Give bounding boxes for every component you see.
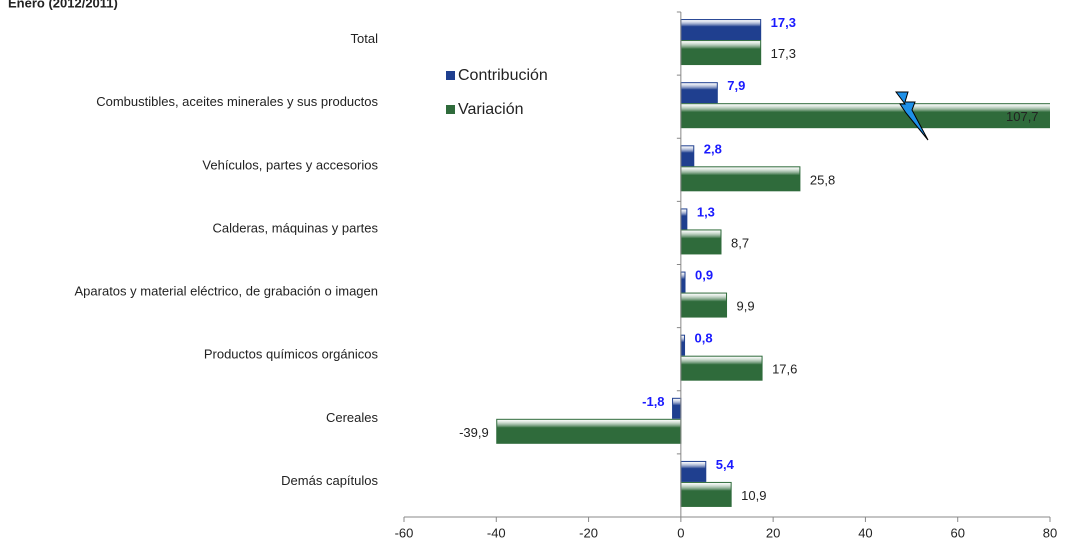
bar	[680, 460, 707, 482]
x-tick-label: 20	[766, 525, 780, 540]
bar	[680, 145, 695, 167]
bar	[680, 271, 686, 293]
contribution-label: 0,8	[695, 331, 713, 346]
x-tick-label: -60	[395, 525, 414, 540]
chart-title: Enero (2012/2011)	[8, 0, 118, 10]
variation-label: 8,7	[731, 235, 749, 250]
x-tick-label: 40	[858, 525, 872, 540]
variation-label: 25,8	[810, 172, 835, 187]
bar	[680, 481, 732, 507]
category-label: Cereales	[326, 410, 379, 425]
bar	[680, 19, 762, 41]
category-label: Total	[351, 31, 379, 46]
category-label: Combustibles, aceites minerales y sus pr…	[96, 94, 378, 109]
bar	[672, 397, 682, 419]
bar	[680, 292, 728, 318]
category-label: Vehículos, partes y accesorios	[202, 157, 378, 172]
bar	[680, 208, 688, 230]
bar	[680, 229, 722, 255]
contribution-label: 2,8	[704, 141, 722, 156]
contribution-label: 17,3	[771, 15, 796, 30]
x-tick-label: 60	[950, 525, 964, 540]
category-label: Calderas, máquinas y partes	[213, 220, 379, 235]
legend-label: Variación	[458, 101, 524, 118]
category-label: Demás capítulos	[281, 473, 378, 488]
legend-swatch	[446, 71, 455, 80]
category-label: Aparatos y material eléctrico, de grabac…	[75, 284, 379, 299]
x-tick-label: -40	[487, 525, 506, 540]
contribution-label: 5,4	[716, 457, 735, 472]
contribution-label: -1,8	[642, 394, 664, 409]
x-tick-label: -20	[579, 525, 598, 540]
x-tick-label: 0	[677, 525, 684, 540]
contribution-label: 7,9	[727, 78, 745, 93]
variation-label: 10,9	[741, 488, 766, 503]
category-label: Productos químicos orgánicos	[204, 347, 379, 362]
variation-label: 17,6	[772, 362, 797, 377]
variation-label: 9,9	[737, 299, 755, 314]
variation-label: 17,3	[771, 46, 796, 61]
contribution-label: 0,9	[695, 268, 713, 283]
contribution-label: 1,3	[697, 204, 715, 219]
legend-swatch	[446, 105, 455, 114]
bar	[680, 355, 763, 381]
bar	[496, 418, 682, 444]
bar	[680, 166, 801, 192]
bar	[680, 334, 686, 356]
variation-label: -39,9	[459, 425, 489, 440]
legend-label: Contribución	[458, 67, 548, 84]
variation-label: 107,7	[1006, 109, 1039, 124]
bar	[680, 82, 718, 104]
bar	[680, 40, 762, 66]
x-tick-label: 80	[1043, 525, 1057, 540]
axis-break-icon	[895, 91, 929, 141]
plot-area	[496, 19, 1050, 507]
